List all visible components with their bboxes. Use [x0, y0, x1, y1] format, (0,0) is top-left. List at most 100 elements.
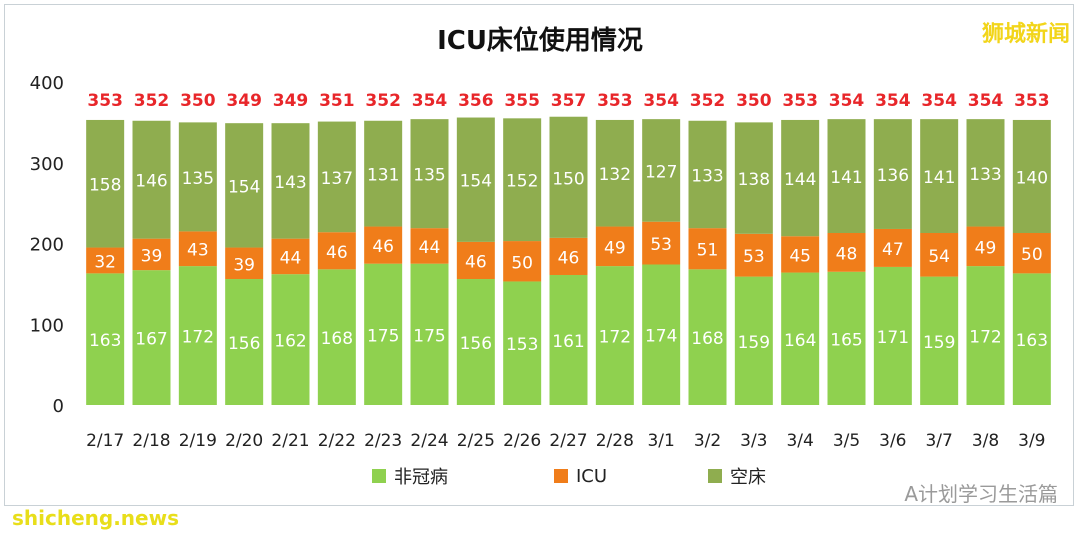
y-tick-label: 200: [30, 235, 64, 256]
x-tick-label: 3/6: [879, 431, 906, 451]
data-label: 172: [599, 328, 631, 348]
total-label: 354: [412, 91, 448, 111]
bar-segment: [920, 119, 959, 234]
bar-segment: [410, 263, 449, 405]
bar-segment: [225, 123, 264, 248]
bar-segment: [1012, 273, 1051, 405]
legend-label-empty: 空床: [730, 467, 766, 488]
bar-segment: [734, 233, 773, 277]
total-label: 357: [551, 91, 587, 111]
bar-segment: [920, 233, 959, 277]
x-tick-label: 2/28: [596, 431, 634, 451]
total-label: 354: [875, 91, 911, 111]
bar-segment: [734, 276, 773, 405]
data-label: 47: [882, 240, 904, 260]
bar-segment: [86, 247, 125, 274]
bar-segment: [642, 264, 681, 405]
data-label: 133: [691, 166, 723, 186]
data-label: 138: [738, 170, 770, 190]
total-label: 352: [134, 91, 170, 111]
data-label: 144: [784, 170, 816, 190]
x-tick-label: 2/18: [132, 431, 170, 451]
bar-segment: [132, 270, 171, 405]
data-label: 175: [413, 326, 445, 346]
bar-segment: [271, 238, 310, 275]
total-label: 354: [643, 91, 679, 111]
legend-label-non-covid: 非冠病: [394, 467, 448, 488]
data-label: 168: [691, 329, 723, 349]
x-tick-label: 3/4: [786, 431, 813, 451]
data-label: 135: [182, 169, 214, 189]
data-label: 39: [141, 246, 163, 266]
y-tick-label: 400: [30, 73, 64, 94]
bar-segment: [688, 228, 727, 270]
x-tick-label: 3/3: [740, 431, 767, 451]
data-label: 140: [1016, 168, 1048, 188]
bar-segment: [920, 276, 959, 405]
bar-segment: [503, 281, 542, 405]
bar-segment: [364, 120, 403, 227]
data-label: 156: [228, 334, 260, 354]
data-label: 154: [228, 177, 260, 197]
data-label: 167: [135, 330, 167, 350]
x-tick-label: 3/8: [972, 431, 999, 451]
bar-segment: [132, 120, 171, 239]
data-label: 50: [1021, 245, 1043, 265]
bar-segment: [178, 122, 217, 232]
legend-swatch-icu: [554, 469, 568, 483]
bar-segment: [642, 119, 681, 222]
data-label: 136: [877, 166, 909, 186]
bar-segment: [781, 119, 820, 237]
bar-segment: [549, 116, 588, 238]
x-tick-label: 2/25: [457, 431, 495, 451]
x-tick-label: 2/23: [364, 431, 402, 451]
bar-segment: [966, 266, 1005, 405]
data-label: 175: [367, 326, 399, 346]
data-label: 43: [187, 241, 209, 261]
data-label: 49: [975, 238, 997, 258]
bar-segment: [86, 119, 125, 248]
y-tick-label: 100: [30, 315, 64, 336]
data-label: 46: [326, 243, 348, 263]
total-label: 354: [829, 91, 865, 111]
data-label: 46: [558, 248, 580, 268]
bar-segment: [456, 279, 495, 405]
data-label: 39: [233, 255, 255, 275]
data-label: 163: [89, 331, 121, 351]
legend-item-empty: 空床: [708, 463, 766, 489]
data-label: 46: [465, 252, 487, 272]
bar-segment: [364, 226, 403, 264]
watermark-site-name: shicheng.news: [12, 506, 179, 530]
data-label: 156: [460, 334, 492, 354]
bar-segment: [317, 121, 356, 233]
bar-segment: [873, 266, 912, 405]
legend-item-non-covid: 非冠病: [372, 463, 448, 489]
bar-segment: [781, 236, 820, 273]
total-label: 353: [87, 91, 123, 111]
total-label: 354: [968, 91, 1004, 111]
data-label: 162: [274, 332, 306, 352]
bar-segment: [1012, 119, 1051, 234]
x-tick-label: 2/21: [271, 431, 309, 451]
x-tick-label: 3/5: [833, 431, 860, 451]
data-label: 150: [552, 169, 584, 189]
bar-segment: [734, 122, 773, 234]
data-label: 159: [923, 333, 955, 353]
data-label: 32: [94, 252, 116, 272]
legend-swatch-non-covid: [372, 469, 386, 483]
data-label: 132: [599, 165, 631, 185]
data-label: 141: [923, 168, 955, 188]
data-label: 161: [552, 332, 584, 352]
x-tick-label: 2/27: [549, 431, 587, 451]
data-label: 168: [321, 329, 353, 349]
bar-segment: [549, 237, 588, 275]
bar-segment: [781, 272, 820, 405]
bar-segment: [873, 119, 912, 229]
legend-item-icu: ICU: [554, 463, 607, 489]
bar-segment: [225, 247, 264, 280]
bar-segment: [225, 279, 264, 405]
bar-segment: [86, 273, 125, 405]
legend-swatch-empty: [708, 469, 722, 483]
total-label: 350: [736, 91, 772, 111]
bar-segment: [827, 271, 866, 405]
